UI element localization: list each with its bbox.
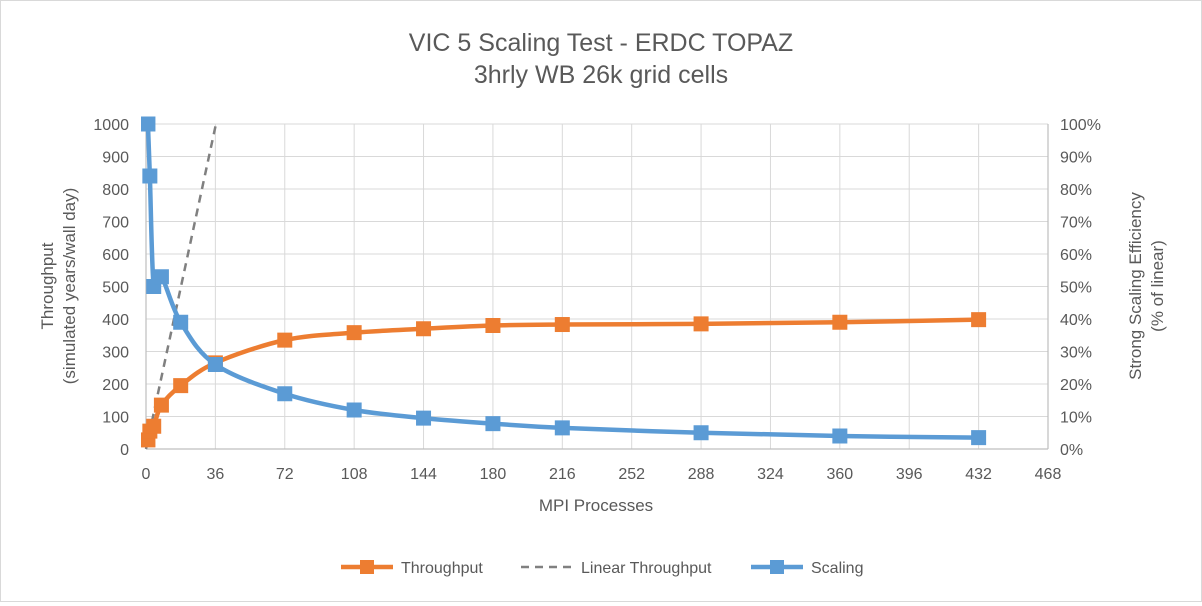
legend-label: Throughput <box>401 560 483 577</box>
x-tick-label: 396 <box>896 466 923 483</box>
y-right-tick-label: 0% <box>1060 442 1083 459</box>
y-axis-left-label-line2: (simulated years/wall day) <box>60 188 79 385</box>
y-right-tick-label: 100% <box>1060 117 1101 134</box>
data-point-scaling <box>142 168 158 184</box>
x-tick-label: 468 <box>1035 466 1062 483</box>
data-point-throughput <box>971 312 987 328</box>
data-point-scaling <box>693 425 709 441</box>
x-tick-label: 216 <box>549 466 576 483</box>
data-point-throughput <box>416 321 432 337</box>
legend: Throughput Linear Throughput Scaling <box>341 560 863 577</box>
data-point-scaling <box>141 116 156 132</box>
y-left-tick-label: 300 <box>102 345 129 362</box>
chart-subtitle: 3hrly WB 26k grid cells <box>474 61 728 89</box>
data-point-scaling <box>346 402 362 418</box>
data-point-throughput <box>485 318 501 333</box>
series-line-scaling <box>145 123 979 440</box>
legend-label: Linear Throughput <box>581 560 712 577</box>
data-point-scaling <box>277 386 293 402</box>
x-tick-label: 180 <box>480 466 507 483</box>
y-axis-left-label: Throughput (simulated years/wall day) <box>38 188 79 385</box>
x-tick-label: 108 <box>341 466 368 483</box>
y-left-tick-label: 800 <box>102 182 129 199</box>
x-tick-label: 360 <box>826 466 853 483</box>
y-right-tick-label: 60% <box>1060 247 1092 264</box>
x-tick-label: 324 <box>757 466 784 483</box>
y-right-tick-label: 80% <box>1060 182 1092 199</box>
y-axis-left-label-line1: Throughput <box>38 242 57 329</box>
data-point-throughput <box>173 378 189 394</box>
y-right-tick-label: 30% <box>1060 345 1092 362</box>
y-right-tick-label: 70% <box>1060 215 1092 232</box>
data-point-scaling <box>153 269 169 285</box>
y-axis-right-label: Strong Scaling Efficiency (% of linear) <box>1126 192 1167 380</box>
legend-marker <box>360 560 374 574</box>
y-left-tick-label: 500 <box>102 280 129 297</box>
data-point-throughput <box>153 397 169 413</box>
series-scaling <box>141 116 987 446</box>
y-axis-right-label-line1: Strong Scaling Efficiency <box>1126 192 1145 380</box>
data-point-throughput <box>346 325 362 341</box>
y-left-tick-label: 700 <box>102 215 129 232</box>
x-tick-label: 36 <box>206 466 224 483</box>
data-point-scaling <box>485 416 501 432</box>
x-tick-label: 0 <box>142 466 151 483</box>
x-tick-label: 144 <box>410 466 437 483</box>
y-axis-right-label-line2: (% of linear) <box>1148 240 1167 332</box>
x-tick-label: 252 <box>618 466 645 483</box>
tick-labels: 0 100 200 300 400 500 600 700 800 900 1000 0% 10% 20%… <box>93 117 1101 483</box>
data-point-throughput <box>146 418 162 434</box>
y-right-tick-label: 90% <box>1060 150 1092 167</box>
y-left-tick-label: 400 <box>102 312 129 329</box>
x-tick-label: 432 <box>965 466 992 483</box>
y-left-tick-label: 900 <box>102 150 129 167</box>
legend-item-scaling: Scaling <box>751 560 863 577</box>
data-point-scaling <box>832 428 848 444</box>
data-point-scaling <box>554 420 570 436</box>
legend-label: Scaling <box>811 560 863 577</box>
x-axis-label: MPI Processes <box>539 496 653 515</box>
data-point-throughput <box>693 316 709 332</box>
series-layer <box>141 116 987 450</box>
chart-title: VIC 5 Scaling Test - ERDC TOPAZ <box>409 29 793 57</box>
data-point-scaling <box>971 430 987 446</box>
data-point-throughput <box>554 317 570 333</box>
y-left-tick-label: 100 <box>102 410 129 427</box>
data-point-scaling <box>416 410 432 426</box>
data-point-scaling <box>173 314 189 330</box>
y-left-tick-label: 1000 <box>93 117 129 134</box>
y-right-tick-label: 10% <box>1060 410 1092 427</box>
y-right-tick-label: 40% <box>1060 312 1092 329</box>
y-left-tick-label: 200 <box>102 377 129 394</box>
data-point-throughput <box>277 332 293 348</box>
x-tick-label: 288 <box>688 466 715 483</box>
legend-marker <box>770 560 784 574</box>
legend-item-throughput: Throughput <box>341 560 483 577</box>
y-right-tick-label: 50% <box>1060 280 1092 297</box>
y-right-tick-label: 20% <box>1060 377 1092 394</box>
y-left-tick-label: 600 <box>102 247 129 264</box>
data-point-throughput <box>832 314 848 330</box>
legend-item-linear-throughput: Linear Throughput <box>521 560 712 577</box>
data-point-scaling <box>207 357 223 372</box>
y-left-tick-label: 0 <box>120 442 129 459</box>
x-tick-label: 72 <box>276 466 294 483</box>
